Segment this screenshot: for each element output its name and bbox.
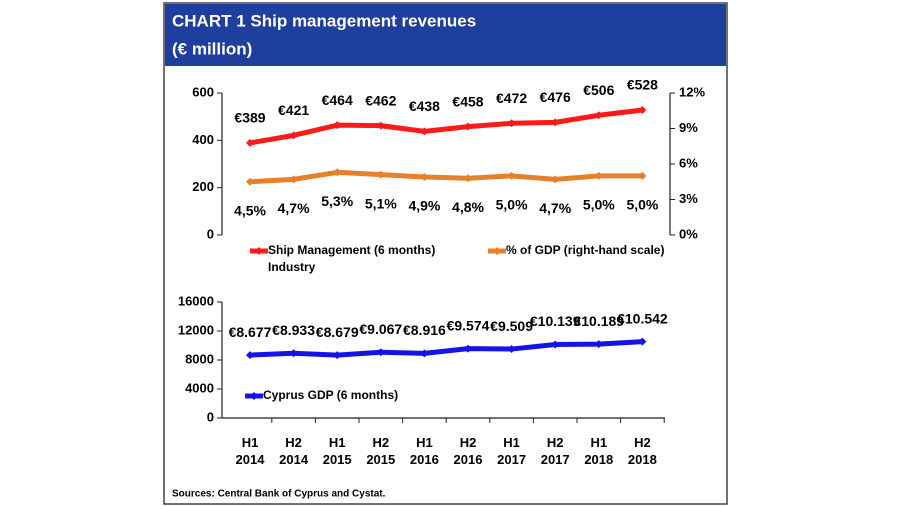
y-tick-label: 16000 xyxy=(178,293,214,308)
y-tick-label: 400 xyxy=(192,132,214,147)
data-label: €464 xyxy=(322,92,353,108)
source-note: Sources: Central Bank of Cyprus and Cyst… xyxy=(172,489,386,500)
legend-marker xyxy=(250,392,258,400)
data-label: 5,0% xyxy=(496,197,528,213)
x-tick-label: H2 2016 xyxy=(453,435,483,467)
y2-tick-label: 6% xyxy=(679,155,698,170)
data-label: €528 xyxy=(627,77,658,93)
point-marker xyxy=(246,177,254,186)
x-tick-label: H2 2014 xyxy=(279,435,309,467)
point-marker xyxy=(594,111,603,120)
point-marker xyxy=(464,344,472,353)
y-tick-label: 200 xyxy=(192,179,214,194)
chart-title: CHART 1 Ship management revenues xyxy=(172,11,476,30)
data-label: €389 xyxy=(234,110,265,126)
point-marker xyxy=(333,121,342,130)
y-tick-label: 600 xyxy=(192,84,214,99)
point-marker xyxy=(507,171,516,180)
point-marker xyxy=(289,131,298,140)
point-marker xyxy=(638,106,647,115)
legend-marker xyxy=(255,247,263,255)
x-tick-label: H2 2018 xyxy=(627,435,657,467)
point-marker xyxy=(420,173,429,182)
x-tick-label: H1 2018 xyxy=(584,435,614,467)
legend-label: Ship Management (6 months) Industry xyxy=(268,243,436,274)
data-label: €458 xyxy=(452,93,483,109)
point-marker xyxy=(551,340,560,349)
data-label: €462 xyxy=(365,92,396,108)
series-line xyxy=(249,107,643,146)
data-label: 5,0% xyxy=(583,197,615,213)
y2-tick-label: 3% xyxy=(679,191,698,206)
data-label: 4,7% xyxy=(278,200,310,216)
header-band xyxy=(165,4,726,66)
x-tick-label: H1 2015 xyxy=(322,435,352,467)
y2-tick-label: 12% xyxy=(679,84,705,99)
data-label: 4,8% xyxy=(452,199,484,215)
legend-label: Cyprus GDP (6 months) xyxy=(263,388,399,402)
point-marker xyxy=(420,349,429,358)
y-tick-label: 4000 xyxy=(185,380,214,395)
data-label: €10.139 xyxy=(530,313,581,329)
data-label: €10.542 xyxy=(617,310,668,326)
legend-marker xyxy=(493,247,501,255)
point-marker xyxy=(551,175,560,184)
data-label: 4,9% xyxy=(408,198,440,214)
y-tick-label: 8000 xyxy=(185,351,214,366)
data-label: €8.677 xyxy=(229,324,272,340)
point-marker xyxy=(594,340,603,349)
legend-label: % of GDP (right-hand scale) xyxy=(506,243,665,257)
series-line xyxy=(249,339,643,358)
data-label: €10.189 xyxy=(573,313,624,329)
point-marker xyxy=(376,348,385,357)
data-label: 5,1% xyxy=(365,195,397,211)
data-label: €438 xyxy=(409,98,440,114)
y2-tick-label: 0% xyxy=(679,226,698,241)
point-marker xyxy=(333,351,342,360)
point-marker xyxy=(289,175,298,184)
x-tick-label: H1 2014 xyxy=(235,435,265,467)
data-label: €9.509 xyxy=(490,318,533,334)
data-label: €9.574 xyxy=(447,317,490,333)
data-label: €9.067 xyxy=(359,321,402,337)
point-marker xyxy=(333,168,342,177)
y-tick-label: 0 xyxy=(207,409,214,424)
y2-tick-label: 9% xyxy=(679,120,698,135)
x-tick-label: H2 2017 xyxy=(540,435,570,467)
point-marker xyxy=(464,174,472,183)
point-marker xyxy=(246,138,254,147)
point-marker xyxy=(551,118,560,127)
point-marker xyxy=(507,345,516,354)
data-label: 5,3% xyxy=(321,193,353,209)
y-tick-label: 12000 xyxy=(178,322,214,337)
point-marker xyxy=(594,171,603,180)
data-label: €506 xyxy=(583,82,614,98)
point-marker xyxy=(246,351,254,360)
x-tick-label: H1 2017 xyxy=(497,435,527,467)
data-label: €421 xyxy=(278,102,309,118)
y-tick-label: 0 xyxy=(207,226,214,241)
chart-subtitle: (€ million) xyxy=(172,39,252,58)
point-marker xyxy=(507,119,516,128)
point-marker xyxy=(638,337,647,346)
x-tick-label: H1 2016 xyxy=(409,435,439,467)
data-label: 5,0% xyxy=(626,197,658,213)
point-marker xyxy=(289,349,298,358)
data-label: €8.679 xyxy=(316,324,359,340)
series-line xyxy=(249,169,643,185)
data-label: €8.916 xyxy=(403,322,446,338)
data-label: €476 xyxy=(540,89,571,105)
x-tick-label: H2 2015 xyxy=(366,435,396,467)
data-label: €472 xyxy=(496,90,527,106)
point-marker xyxy=(420,127,429,136)
point-marker xyxy=(376,170,385,179)
data-label: €8.933 xyxy=(272,322,315,338)
point-marker xyxy=(638,171,647,180)
point-marker xyxy=(376,121,385,130)
data-label: 4,5% xyxy=(234,202,266,218)
data-label: 4,7% xyxy=(539,200,571,216)
point-marker xyxy=(464,122,472,131)
